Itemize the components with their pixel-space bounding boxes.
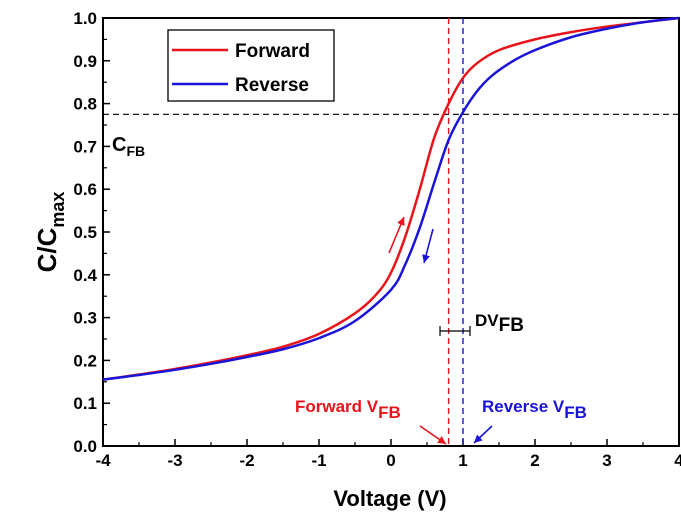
series-line-forward <box>102 16 680 381</box>
delta-vfb-label: DVFB <box>475 311 524 336</box>
x-axis-title: Voltage (V) <box>333 486 446 511</box>
y-tick-label: 0.6 <box>73 180 97 199</box>
delta-vfb-marker <box>439 326 471 336</box>
reverse-sweep-arrow-head <box>422 254 430 263</box>
y-tick-label: 0.2 <box>73 351 97 370</box>
reverse-vfb-label: Reverse VFB <box>482 397 587 422</box>
legend-label-reverse: Reverse <box>235 75 309 96</box>
x-tick-label: 3 <box>602 451 611 470</box>
y-tick-label: 1.0 <box>73 9 97 28</box>
forward-sweep-arrow-head <box>397 217 405 226</box>
y-tick-label: 0.9 <box>73 52 97 71</box>
y-tick-label: 0.3 <box>73 309 97 328</box>
y-tick-label: 0.0 <box>73 437 97 456</box>
legend-box <box>167 29 335 102</box>
cfb-label: CFB <box>112 134 145 159</box>
series-line-reverse <box>102 16 680 381</box>
x-tick-label: 2 <box>530 451 539 470</box>
reference-lines <box>103 18 679 446</box>
y-tick-labels: 0.0 0.1 0.2 0.3 0.4 0.5 0.6 0.7 0.8 0.9 1.0 <box>73 9 97 456</box>
x-tick-label: 1 <box>458 451 467 470</box>
x-tick-label: -3 <box>167 451 182 470</box>
legend: Forward Reverse <box>167 29 335 102</box>
sweep-arrows <box>388 216 493 445</box>
forward-vfb-pointer-head <box>437 436 446 444</box>
y-tick-label: 0.8 <box>73 95 97 114</box>
x-tick-labels: -4 -3 -2 -1 0 1 2 3 4 <box>95 451 681 470</box>
y-tick-label: 0.4 <box>73 266 97 285</box>
x-tick-label: 0 <box>386 451 395 470</box>
x-tick-label: -2 <box>239 451 254 470</box>
y-tick-label: 0.1 <box>73 394 97 413</box>
forward-vfb-label: Forward VFB <box>295 397 401 422</box>
y-axis-title: C/Cmax <box>32 192 68 273</box>
axis-ticks <box>102 17 680 447</box>
x-tick-label: 4 <box>674 451 681 470</box>
x-tick-label: -1 <box>311 451 326 470</box>
reverse-vfb-pointer-head <box>474 434 483 443</box>
legend-label-forward: Forward <box>235 41 310 62</box>
x-tick-label: -4 <box>95 451 111 470</box>
y-tick-label: 0.5 <box>73 223 97 242</box>
series-lines <box>102 16 680 381</box>
y-tick-label: 0.7 <box>73 137 97 156</box>
